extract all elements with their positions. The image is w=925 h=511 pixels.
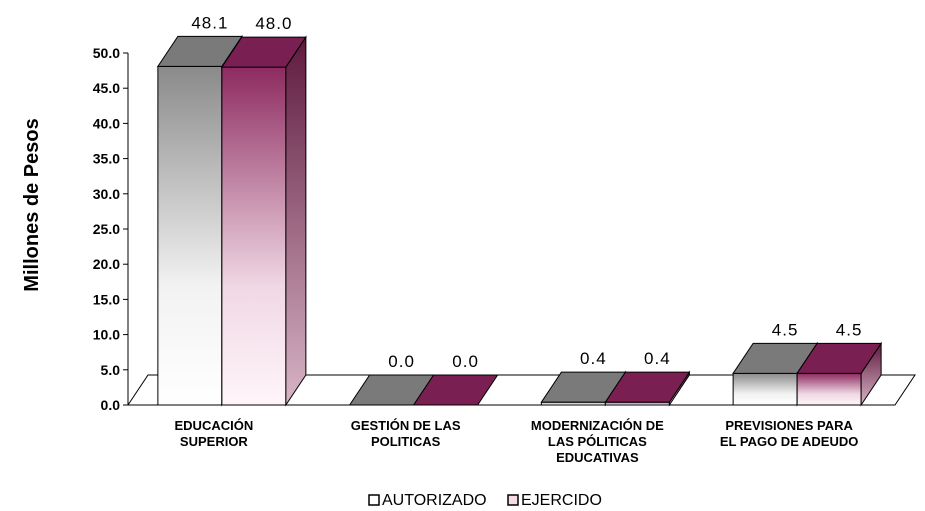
x-axis-labels: EDUCACIÓN SUPERIOR GESTIÓN DE LAS POLITICAS… (175, 418, 859, 465)
bar-top (796, 342, 883, 374)
bar-front (157, 65, 223, 406)
legend-item-ejercido: EJERCIDO (507, 492, 602, 509)
bar-top (220, 36, 307, 68)
data-label: 0.4 (644, 349, 671, 368)
legend-swatch (368, 494, 380, 506)
y-tick-label: 30.0 (93, 186, 120, 202)
y-tick-label: 40.0 (93, 115, 120, 131)
bar-top (156, 35, 243, 67)
x-tick-label: MODERNIZACIÓN DE LAS PÓLITICAS EDUCATIVAS (531, 418, 664, 465)
x-tick-label-line: EDUCATIVAS (556, 450, 639, 465)
x-tick-label-line: EL PAGO DE ADEUDO (720, 434, 858, 449)
legend-label: AUTORIZADO (382, 492, 487, 509)
x-tick-label-line: POLITICAS (371, 434, 441, 449)
bar-ejercido-3 (604, 370, 691, 407)
y-tick-label: 5.0 (101, 362, 121, 378)
legend-swatch (507, 494, 519, 506)
bar-ejercido-4 (796, 341, 883, 407)
y-tick-label: 10.0 (93, 327, 120, 343)
bar-side (285, 35, 307, 407)
y-axis: 0.0 5.0 10.0 15.0 20.0 25.0 30.0 35.0 40.0 45.0 50… (93, 45, 129, 413)
x-tick-label: EDUCACIÓN SUPERIOR (175, 418, 254, 449)
legend: AUTORIZADO EJERCIDO (368, 492, 602, 509)
bar-ejercido-1 (220, 35, 307, 407)
bar-ejercido-2 (412, 374, 499, 406)
x-tick-label: GESTIÓN DE LAS POLITICAS (351, 418, 461, 449)
bar-front (796, 372, 862, 406)
x-tick-label: PREVISIONES PARA EL PAGO DE ADEUDO (720, 418, 858, 449)
y-tick-label: 25.0 (93, 221, 120, 237)
data-label: 48.1 (191, 13, 228, 32)
y-tick-label: 15.0 (93, 291, 120, 307)
y-tick-label: 20.0 (93, 256, 120, 272)
bar-top (412, 374, 499, 406)
bar-front (221, 66, 287, 406)
x-tick-label-line: GESTIÓN DE LAS (351, 418, 461, 433)
x-tick-label-line: SUPERIOR (180, 434, 249, 449)
x-tick-label-line: LAS PÓLITICAS (548, 434, 647, 449)
bar-top (604, 371, 691, 403)
bars (156, 34, 883, 407)
y-tick-label: 35.0 (93, 151, 120, 167)
legend-label: EJERCIDO (521, 492, 602, 509)
x-tick-label-line: EDUCACIÓN (175, 418, 254, 433)
data-label: 4.5 (772, 320, 799, 339)
bar-front (732, 372, 798, 406)
legend-item-autorizado: AUTORIZADO (368, 492, 487, 509)
data-label: 48.0 (255, 14, 292, 33)
data-label: 4.5 (836, 320, 863, 339)
y-tick-label: 50.0 (93, 45, 120, 61)
x-tick-label-line: MODERNIZACIÓN DE (531, 418, 664, 433)
x-tick-label-line: PREVISIONES PARA (725, 418, 853, 433)
data-label: 0.0 (388, 352, 415, 371)
data-label: 0.0 (452, 352, 479, 371)
y-tick-label: 45.0 (93, 80, 120, 96)
y-axis-label: Millones de Pesos (21, 118, 43, 291)
y-tick-label: 0.0 (101, 397, 121, 413)
data-labels: 48.1 48.0 0.0 0.0 0.4 0.4 4.5 4.5 (191, 13, 863, 371)
data-label: 0.4 (580, 349, 607, 368)
